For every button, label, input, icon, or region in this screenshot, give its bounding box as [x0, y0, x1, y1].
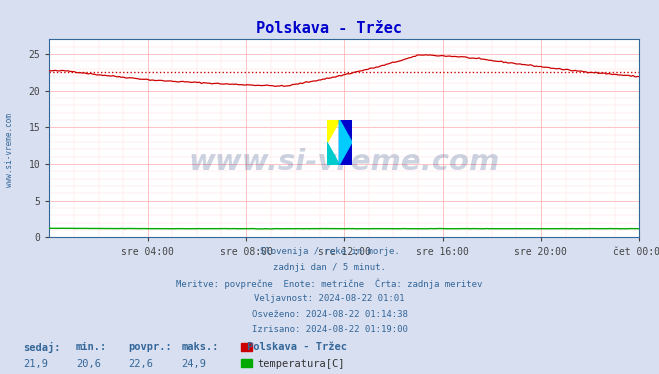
Text: 21,9: 21,9: [23, 359, 48, 369]
Polygon shape: [327, 120, 339, 142]
Text: Slovenija / reke in morje.: Slovenija / reke in morje.: [260, 247, 399, 256]
Bar: [241, 343, 252, 351]
Text: 22,6: 22,6: [129, 359, 154, 369]
Text: maks.:: maks.:: [181, 342, 219, 352]
Text: www.si-vreme.com: www.si-vreme.com: [188, 148, 500, 176]
Text: min.:: min.:: [76, 342, 107, 352]
Text: temperatura[C]: temperatura[C]: [257, 359, 345, 369]
Text: povpr.:: povpr.:: [129, 342, 172, 352]
Text: Izrisano: 2024-08-22 01:19:00: Izrisano: 2024-08-22 01:19:00: [252, 325, 407, 334]
Text: zadnji dan / 5 minut.: zadnji dan / 5 minut.: [273, 263, 386, 272]
Polygon shape: [327, 142, 339, 165]
Polygon shape: [339, 120, 352, 165]
Text: sedaj:: sedaj:: [23, 342, 61, 353]
Bar: [241, 359, 252, 367]
Text: Veljavnost: 2024-08-22 01:01: Veljavnost: 2024-08-22 01:01: [254, 294, 405, 303]
Text: www.si-vreme.com: www.si-vreme.com: [5, 113, 14, 187]
Text: Polskava - Tržec: Polskava - Tržec: [256, 21, 403, 36]
Polygon shape: [339, 120, 352, 165]
Text: Osveženo: 2024-08-22 01:14:38: Osveženo: 2024-08-22 01:14:38: [252, 310, 407, 319]
Text: 20,6: 20,6: [76, 359, 101, 369]
Text: Polskava - Tržec: Polskava - Tržec: [247, 342, 347, 352]
Text: Meritve: povprečne  Enote: metrične  Črta: zadnja meritev: Meritve: povprečne Enote: metrične Črta:…: [177, 278, 482, 289]
Text: 24,9: 24,9: [181, 359, 206, 369]
